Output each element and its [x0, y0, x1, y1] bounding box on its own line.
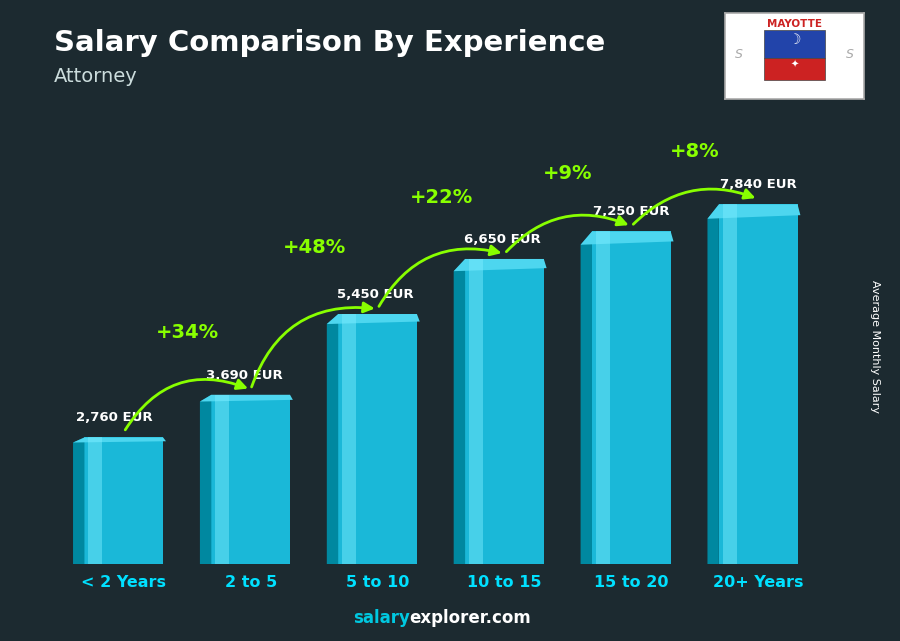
Text: 2,760 EUR: 2,760 EUR — [76, 412, 152, 424]
Text: MAYOTTE: MAYOTTE — [767, 19, 822, 29]
Bar — [215, 395, 230, 564]
Text: Salary Comparison By Experience: Salary Comparison By Experience — [54, 29, 605, 57]
Text: +48%: +48% — [283, 238, 346, 257]
Polygon shape — [200, 395, 292, 401]
Text: ✦: ✦ — [790, 60, 798, 70]
Text: Average Monthly Salary: Average Monthly Salary — [869, 279, 880, 413]
Polygon shape — [580, 231, 673, 245]
Bar — [723, 204, 737, 564]
Polygon shape — [327, 314, 419, 324]
Bar — [469, 259, 483, 564]
Text: +8%: +8% — [670, 142, 720, 161]
Bar — [338, 314, 417, 564]
Polygon shape — [454, 259, 465, 564]
Text: S: S — [846, 48, 854, 61]
Text: +22%: +22% — [410, 188, 472, 206]
Text: explorer.com: explorer.com — [410, 609, 531, 627]
FancyBboxPatch shape — [763, 58, 825, 80]
Text: +9%: +9% — [543, 165, 592, 183]
Text: S: S — [734, 48, 742, 61]
Polygon shape — [454, 259, 546, 271]
Polygon shape — [580, 231, 592, 564]
Bar — [719, 204, 797, 564]
Bar — [465, 259, 544, 564]
Bar — [85, 437, 163, 564]
Text: +34%: +34% — [156, 324, 219, 342]
Polygon shape — [200, 395, 212, 564]
Bar — [592, 231, 670, 564]
Text: ☽: ☽ — [788, 33, 800, 47]
Bar — [342, 314, 356, 564]
Polygon shape — [327, 314, 338, 564]
Text: 6,650 EUR: 6,650 EUR — [464, 233, 541, 246]
Bar — [596, 231, 610, 564]
Bar — [88, 437, 103, 564]
Text: Attorney: Attorney — [54, 67, 138, 87]
Bar — [212, 395, 290, 564]
Polygon shape — [73, 437, 85, 564]
Polygon shape — [707, 204, 800, 219]
Text: 3,690 EUR: 3,690 EUR — [206, 369, 283, 381]
Text: 7,250 EUR: 7,250 EUR — [593, 205, 670, 219]
Polygon shape — [73, 437, 166, 442]
Text: 5,450 EUR: 5,450 EUR — [337, 288, 414, 301]
Polygon shape — [707, 204, 719, 564]
Text: salary: salary — [353, 609, 410, 627]
FancyBboxPatch shape — [763, 30, 825, 58]
Text: 7,840 EUR: 7,840 EUR — [720, 178, 796, 191]
